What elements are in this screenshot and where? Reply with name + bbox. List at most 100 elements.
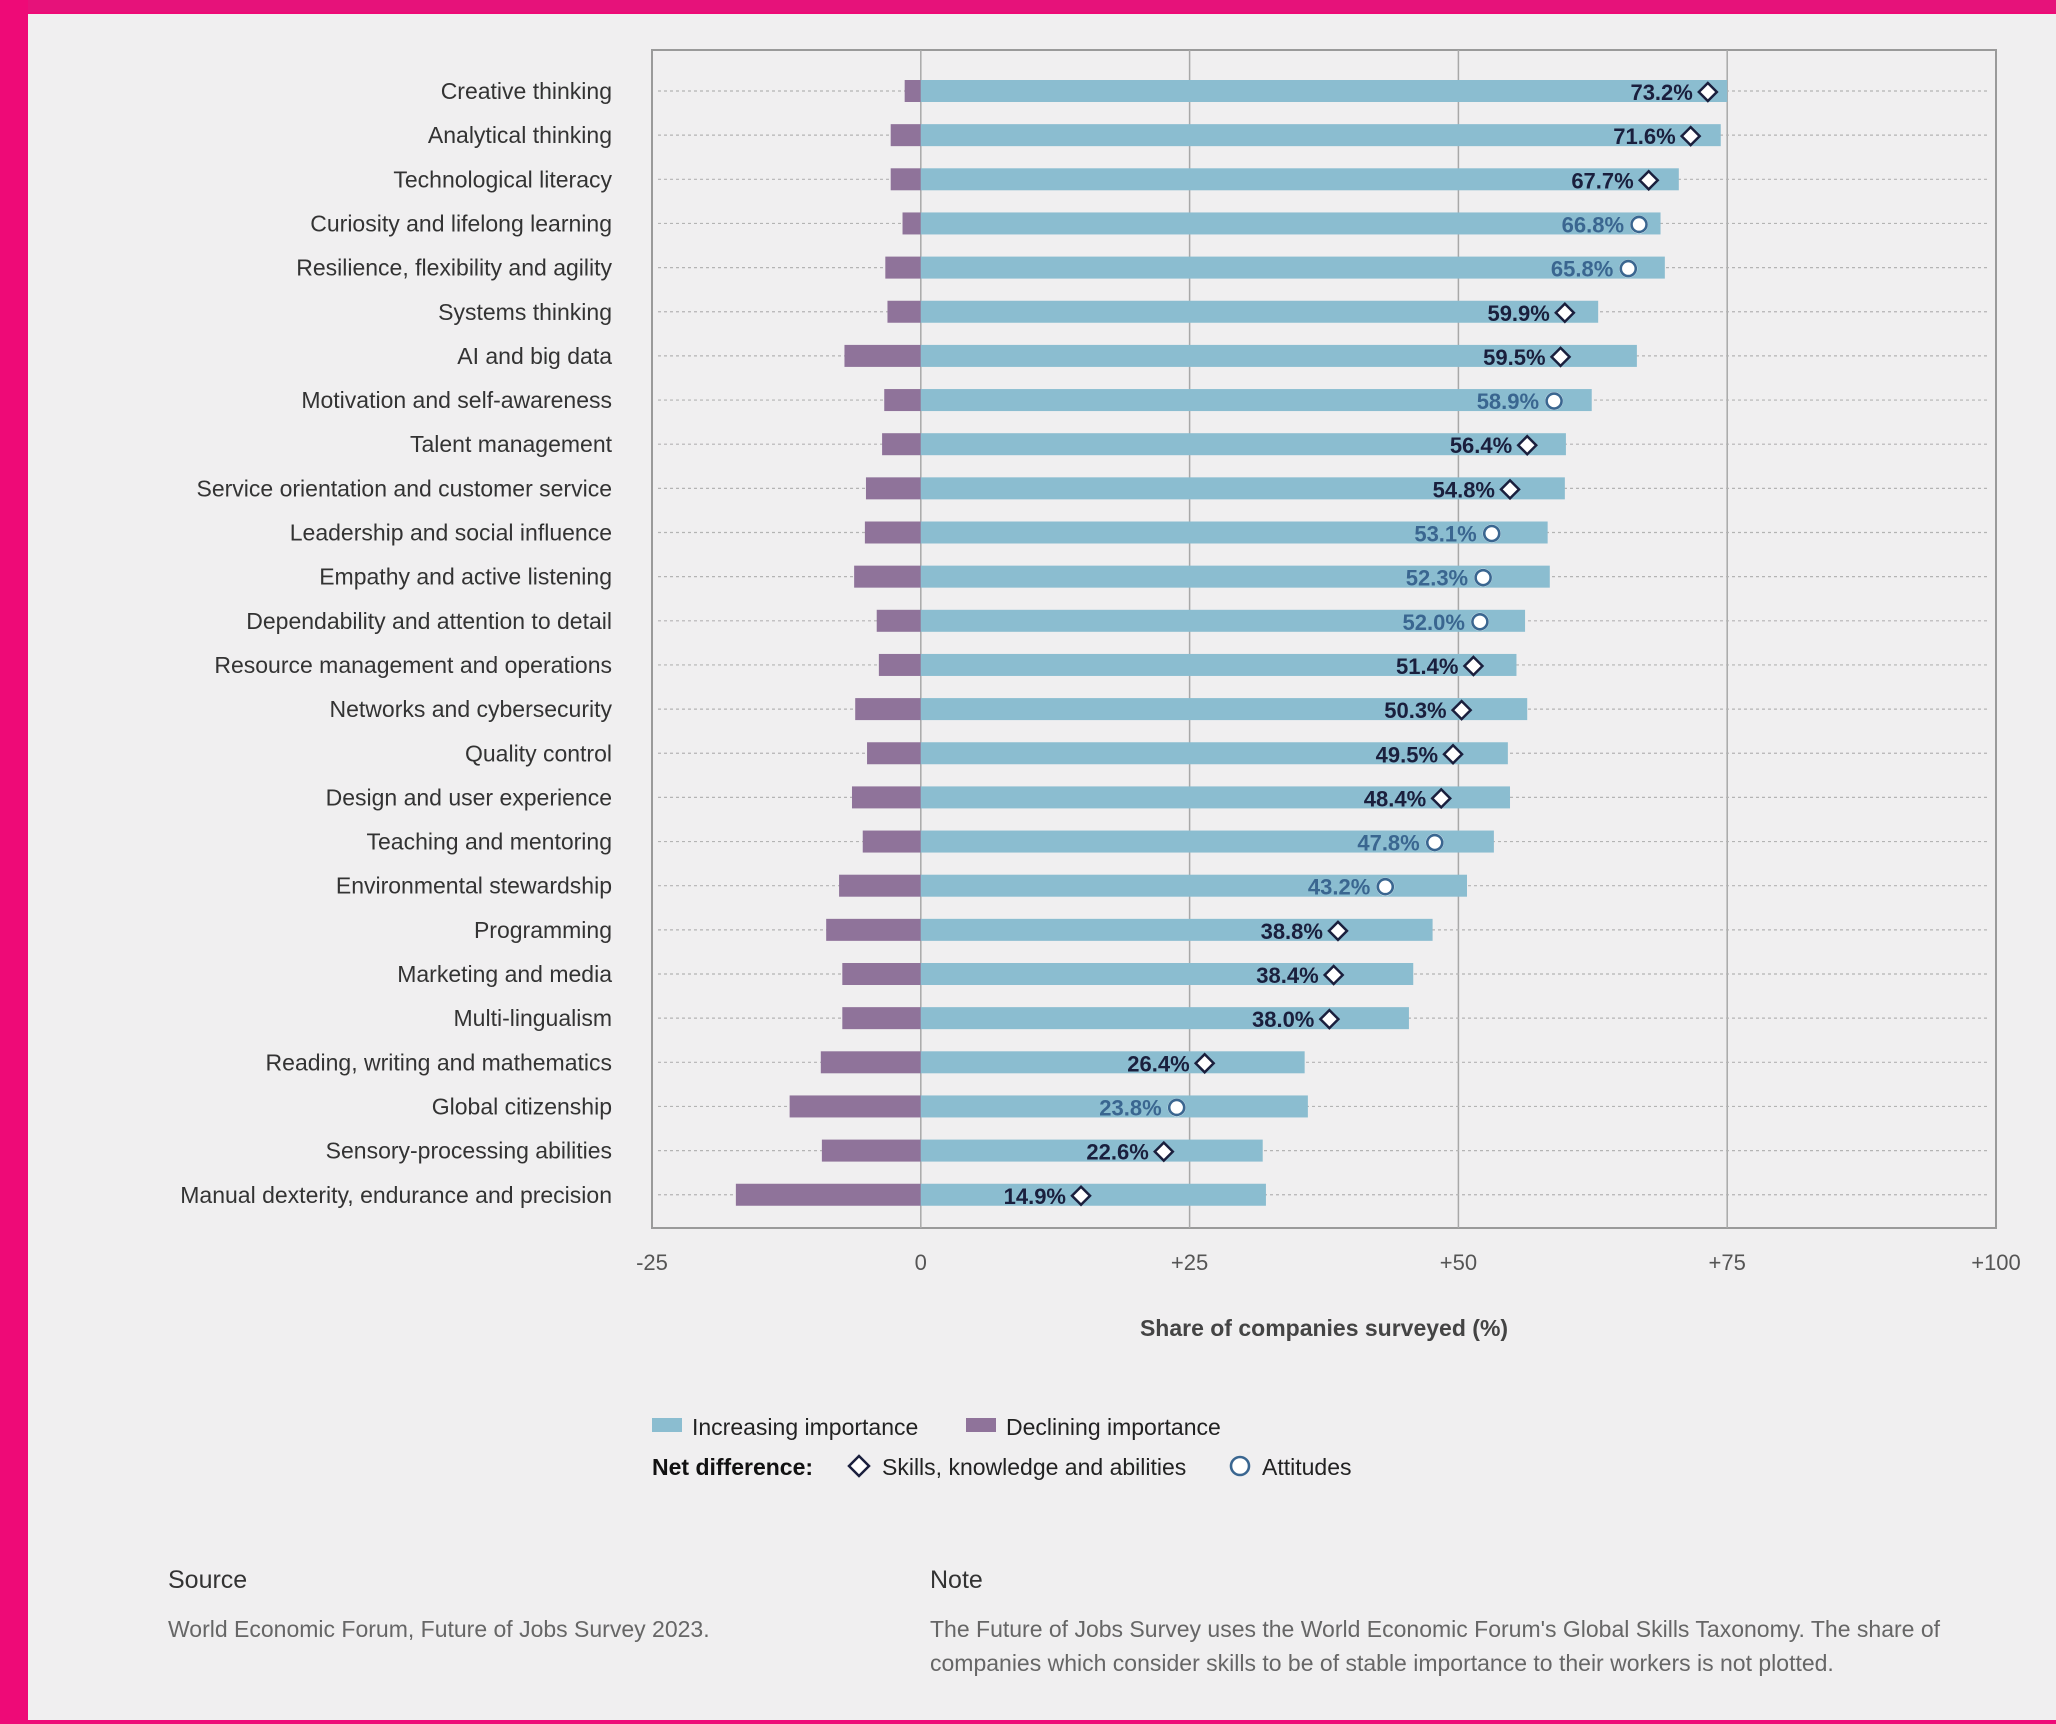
category-label: Marketing and media [397, 961, 612, 987]
bar-increasing [920, 653, 1517, 676]
bar-declining [876, 609, 921, 632]
net-marker-attitude [1619, 259, 1638, 278]
net-value-label: 38.0% [1252, 1007, 1314, 1032]
note-text: The Future of Jobs Survey uses the World… [930, 1616, 1941, 1676]
bar-increasing [920, 874, 1468, 897]
bar-increasing [920, 786, 1511, 809]
bar-declining [867, 742, 921, 765]
x-tick-label: 0 [915, 1250, 927, 1275]
category-label: Dependability and attention to detail [246, 608, 612, 634]
net-value-label: 47.8% [1357, 831, 1419, 856]
source-title: Source [168, 1566, 248, 1594]
bar-declining [864, 521, 921, 544]
bar-increasing [920, 124, 1721, 147]
source-text: World Economic Forum, Future of Jobs Sur… [168, 1616, 710, 1642]
net-marker-attitude [1474, 568, 1492, 587]
net-marker-skill [1462, 655, 1485, 677]
bar-increasing [920, 1007, 1409, 1030]
bar-declining [884, 389, 921, 412]
net-marker-skill [1153, 1140, 1175, 1163]
category-label: Analytical thinking [428, 122, 612, 148]
net-value-label: 58.9% [1477, 389, 1539, 414]
category-label: Curiosity and lifelong learning [310, 210, 612, 236]
net-marker-skill [1322, 964, 1345, 986]
category-label: Environmental stewardship [336, 873, 612, 899]
net-marker-skill [1499, 478, 1521, 501]
category-label: Leadership and social influence [290, 520, 612, 546]
legend-skill-icon [847, 1454, 871, 1478]
category-label: Service orientation and customer service [197, 475, 612, 501]
bar-declining [851, 786, 921, 809]
legend-attitude-icon [1229, 1455, 1251, 1477]
category-label: Systems thinking [438, 299, 612, 325]
net-value-label: 56.4% [1450, 433, 1512, 458]
net-marker-skill [1450, 699, 1473, 721]
net-marker-attitude [1545, 392, 1563, 410]
net-value-label: 67.7% [1571, 168, 1633, 193]
bar-declining [842, 963, 921, 985]
bar-increasing [920, 742, 1508, 765]
bar-increasing [920, 212, 1661, 235]
legend-net-difference-title: Net difference: [652, 1454, 813, 1480]
bar-declining [865, 477, 921, 500]
legend-label-increasing: Increasing importance [692, 1414, 918, 1440]
net-marker-skill [1516, 434, 1538, 456]
bar-declining [887, 300, 921, 323]
net-value-label: 38.4% [1256, 963, 1318, 988]
bar-increasing [920, 565, 1550, 588]
bar-declining [862, 830, 921, 853]
net-marker-skill [1679, 125, 1702, 147]
net-value-label: 49.5% [1376, 742, 1438, 767]
legend-label-skills: Skills, knowledge and abilities [882, 1454, 1186, 1480]
category-label: Creative thinking [441, 78, 612, 104]
x-axis-title: Share of companies surveyed (%) [1140, 1315, 1508, 1341]
bar-increasing [920, 256, 1665, 279]
net-marker-attitude [1630, 215, 1648, 234]
bar-declining [844, 344, 921, 367]
category-label: Networks and cybersecurity [330, 696, 613, 722]
category-label: Reading, writing and mathematics [266, 1049, 612, 1075]
net-marker-skill [1637, 169, 1660, 192]
x-tick-label: +25 [1171, 1250, 1208, 1275]
category-label: Resilience, flexibility and agility [296, 255, 612, 281]
legend-swatch-increasing [652, 1418, 682, 1432]
bar-increasing [920, 168, 1679, 191]
net-value-label: 52.0% [1403, 610, 1465, 635]
bar-declining [854, 565, 921, 588]
category-label: Talent management [410, 431, 613, 457]
category-label: Quality control [465, 740, 612, 766]
bar-increasing [920, 1183, 1266, 1206]
bar-declining [882, 433, 921, 456]
legend-label-attitudes: Attitudes [1262, 1454, 1352, 1480]
bar-increasing [920, 344, 1637, 367]
net-value-label: 59.5% [1483, 345, 1545, 370]
bar-increasing [920, 963, 1414, 985]
bar-increasing [920, 1139, 1263, 1162]
bar-increasing [920, 609, 1526, 632]
net-value-label: 14.9% [1004, 1184, 1066, 1209]
net-value-label: 53.1% [1414, 522, 1476, 547]
net-marker-attitude [1471, 612, 1489, 631]
bar-increasing [920, 389, 1592, 412]
note-title: Note [930, 1566, 983, 1594]
net-marker-skill [1549, 346, 1572, 368]
bar-increasing [920, 300, 1599, 323]
top-accent-bar [0, 0, 2056, 12]
bar-increasing [920, 521, 1548, 544]
net-marker-skill [1697, 81, 1719, 103]
bar-increasing [920, 698, 1528, 721]
net-value-label: 51.4% [1396, 654, 1458, 679]
net-value-label: 52.3% [1406, 566, 1468, 591]
net-marker-skill [1193, 1052, 1216, 1075]
bar-declining [842, 1007, 921, 1030]
net-marker-skill [1430, 787, 1452, 810]
net-marker-skill [1070, 1184, 1092, 1207]
skills-importance-chart: Creative thinking 73.2% Analytical thinkin… [180, 49, 2021, 1480]
net-value-label: 23.8% [1099, 1095, 1161, 1120]
net-value-label: 73.2% [1630, 80, 1692, 105]
category-label: AI and big data [457, 343, 612, 369]
net-value-label: 22.6% [1086, 1140, 1148, 1165]
net-marker-skill [1318, 1008, 1341, 1030]
net-value-label: 66.8% [1562, 212, 1624, 237]
legend-label-declining: Declining importance [1006, 1414, 1221, 1440]
